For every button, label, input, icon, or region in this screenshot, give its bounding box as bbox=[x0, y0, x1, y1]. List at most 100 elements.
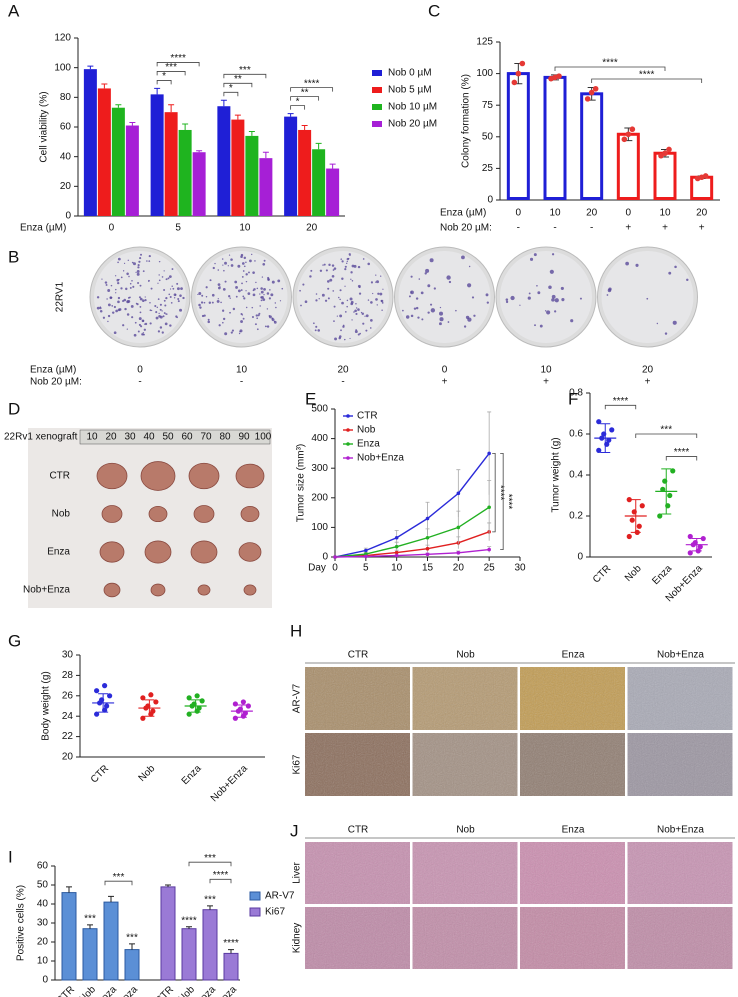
data-point bbox=[592, 85, 599, 92]
colony bbox=[664, 332, 668, 335]
error-bar bbox=[186, 926, 192, 929]
colony bbox=[148, 260, 151, 263]
data-point bbox=[636, 523, 642, 529]
colony bbox=[161, 276, 164, 278]
colony bbox=[117, 296, 121, 300]
legend-swatch bbox=[249, 907, 261, 917]
colony bbox=[235, 286, 238, 289]
significance-label: * bbox=[162, 71, 166, 82]
bar bbox=[150, 94, 164, 216]
ruler-label: 90 bbox=[238, 432, 250, 443]
colony bbox=[377, 292, 380, 295]
colony bbox=[144, 296, 146, 298]
tumor bbox=[148, 505, 168, 523]
colony bbox=[355, 312, 358, 316]
colony bbox=[123, 262, 126, 264]
colony bbox=[216, 299, 220, 303]
colony bbox=[237, 289, 241, 293]
error-bar bbox=[661, 468, 672, 515]
colony bbox=[315, 293, 318, 295]
ruler-label: 50 bbox=[162, 432, 174, 443]
bar bbox=[245, 135, 259, 216]
colony bbox=[229, 311, 231, 314]
colony bbox=[211, 293, 215, 297]
colony bbox=[220, 301, 222, 304]
colony bbox=[222, 321, 224, 324]
tumor bbox=[150, 583, 166, 597]
colony bbox=[461, 255, 465, 260]
colony bbox=[372, 292, 374, 295]
bar bbox=[164, 112, 178, 216]
colony bbox=[315, 299, 318, 302]
colony bbox=[214, 262, 216, 265]
colony bbox=[345, 262, 348, 265]
x-tick-label: CTR bbox=[89, 763, 111, 785]
significance-label: **** bbox=[639, 70, 655, 81]
x-tick-label: Nob+Enza bbox=[209, 763, 250, 804]
data-point bbox=[232, 715, 238, 721]
significance-bracket bbox=[554, 66, 666, 71]
significance-bracket bbox=[635, 433, 698, 438]
photo-title: 22Rv1 xenograft bbox=[4, 432, 78, 443]
data-point bbox=[626, 497, 632, 503]
colony bbox=[142, 270, 145, 273]
significance-label: *** bbox=[165, 62, 177, 73]
significance-bracket bbox=[104, 880, 133, 886]
colony bbox=[117, 257, 121, 261]
colony bbox=[230, 331, 233, 334]
legend-swatch bbox=[372, 104, 382, 110]
colony bbox=[107, 320, 109, 323]
column-title: CTR bbox=[348, 825, 369, 836]
colony bbox=[218, 324, 221, 327]
tissue-texture bbox=[627, 907, 733, 969]
x-tick-label: + bbox=[662, 223, 668, 234]
x-tick-label: + bbox=[625, 223, 631, 234]
legend-swatch bbox=[372, 121, 382, 127]
colony bbox=[370, 281, 374, 284]
colony bbox=[249, 259, 252, 263]
colony bbox=[351, 319, 353, 321]
colony bbox=[132, 285, 135, 288]
colony bbox=[322, 264, 324, 266]
colony bbox=[323, 263, 326, 266]
colony bbox=[96, 306, 100, 310]
significance-label: *** bbox=[113, 872, 125, 883]
error-bar bbox=[129, 122, 136, 126]
colony bbox=[250, 253, 253, 256]
colony bbox=[248, 271, 250, 274]
colony bbox=[155, 311, 158, 314]
x-tick-label: - bbox=[553, 223, 556, 234]
colony bbox=[439, 317, 444, 322]
colony bbox=[370, 319, 373, 322]
x-tick-label: 0 bbox=[332, 563, 338, 574]
colony bbox=[169, 324, 172, 327]
colony bbox=[468, 265, 471, 268]
data-point bbox=[150, 708, 156, 714]
colony bbox=[159, 303, 162, 306]
colony bbox=[230, 258, 233, 261]
colony bbox=[334, 337, 338, 341]
significance-bracket bbox=[223, 91, 239, 97]
column-title: Nob bbox=[456, 650, 475, 661]
colony bbox=[519, 304, 521, 306]
colony bbox=[141, 333, 144, 336]
colony bbox=[264, 325, 267, 328]
colony bbox=[253, 288, 256, 291]
colony bbox=[536, 284, 538, 287]
colony bbox=[99, 309, 103, 313]
star-label: **** bbox=[223, 938, 239, 949]
colony bbox=[344, 311, 347, 313]
colony bbox=[263, 294, 265, 296]
tissue-texture bbox=[305, 667, 410, 730]
colony bbox=[99, 306, 102, 308]
colony bbox=[230, 264, 234, 267]
colony bbox=[260, 287, 263, 290]
colony bbox=[430, 308, 436, 313]
data-point bbox=[487, 451, 491, 456]
colony bbox=[379, 292, 383, 296]
colony bbox=[410, 291, 413, 294]
colony bbox=[324, 299, 328, 302]
row-label: Nob 20 µM: bbox=[440, 223, 492, 234]
colony bbox=[463, 325, 467, 328]
colony bbox=[235, 295, 238, 298]
